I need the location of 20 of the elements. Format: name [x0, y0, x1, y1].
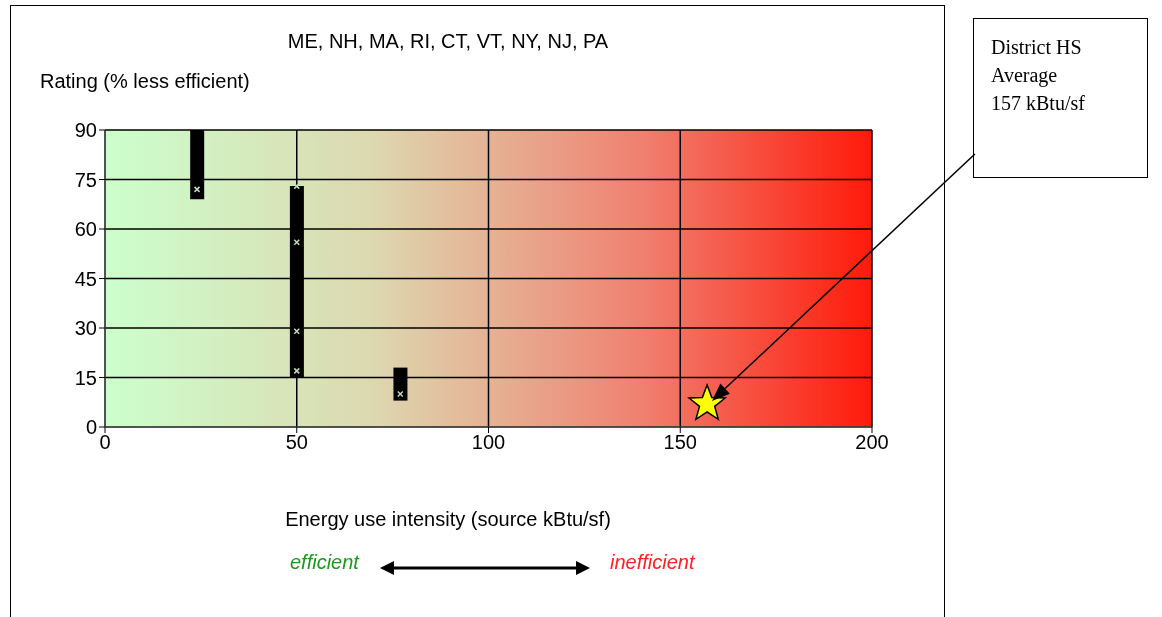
y-tick-label: 0 [85, 416, 97, 439]
text: efficient [290, 551, 359, 574]
x-tick-label: 150 [663, 431, 697, 454]
x-axis-title: Energy use intensity (source kBtu/sf) [284, 508, 612, 531]
y-tick-label: 90 [74, 119, 97, 142]
x-tick-label: 100 [471, 431, 506, 454]
point [688, 384, 726, 421]
x-tick-label: 50 [285, 431, 308, 454]
y-axis-title: Rating (% less efficient) [40, 70, 250, 93]
text: inefficient [610, 551, 695, 574]
text: District HS Average 157 kBtu/sf [973, 18, 1148, 178]
x-tick-label: 200 [855, 431, 889, 454]
y-tick-label: 15 [74, 366, 97, 389]
point [293, 328, 300, 335]
y-tick-label: 30 [74, 317, 97, 340]
y-tick-label: 45 [74, 267, 97, 290]
y-tick-label: 60 [74, 218, 97, 241]
x-tick-label: 0 [99, 431, 111, 454]
chart-title: ME, NH, MA, RI, CT, VT, NY, NJ, PA [286, 30, 610, 53]
y-tick-label: 75 [74, 168, 97, 191]
